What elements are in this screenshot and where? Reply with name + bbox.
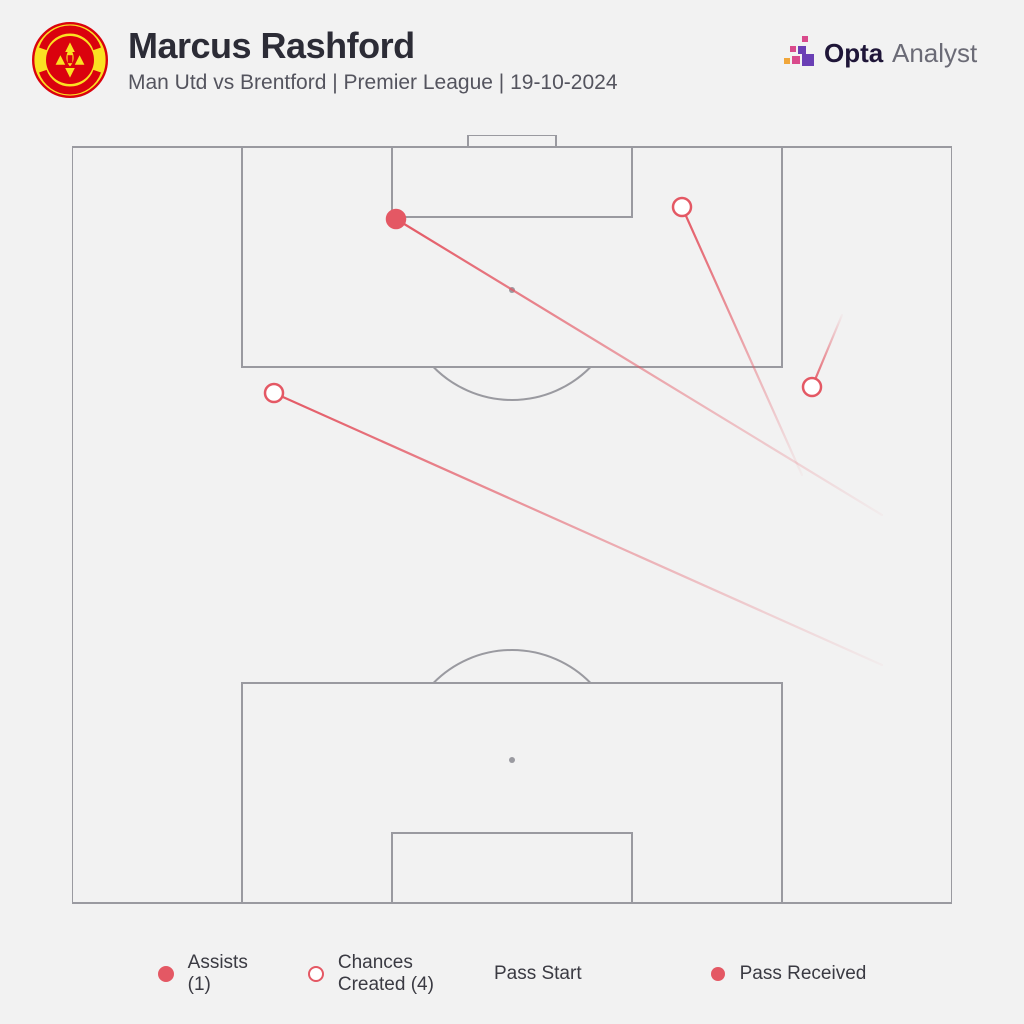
title-block: Marcus Rashford Man Utd vs Brentford | P… [128,25,618,95]
player-name: Marcus Rashford [128,25,618,67]
legend-chances: Chances Created (4) [308,952,434,996]
chance-marker-icon [308,966,324,982]
pitch-container [72,135,952,915]
header-left: Marcus Rashford Man Utd vs Brentford | P… [30,20,618,100]
legend-chances-label1: Chances [338,952,413,973]
legend-assists-label: Assists [188,952,248,973]
match-subtitle: Man Utd vs Brentford | Premier League | … [128,71,618,95]
pass-gradient-icon [596,965,726,983]
legend-chances-label2: Created (4) [338,974,434,995]
svg-text:Opta: Opta [824,38,884,68]
opta-analyst-logo-icon: Opta Analyst [784,30,994,78]
legend-pass-received-label: Pass Received [740,963,867,985]
svg-text:Analyst: Analyst [892,38,978,68]
legend-pass-start: Pass Start Pass Received [494,963,866,985]
pitch-svg [72,135,952,915]
legend: Assists (1) Chances Created (4) Pass Sta… [0,952,1024,996]
legend-assists: Assists (1) [158,952,248,996]
legend-pass-start-label: Pass Start [494,963,582,985]
header: Marcus Rashford Man Utd vs Brentford | P… [30,20,994,100]
assist-marker-icon [158,966,174,982]
legend-assists-count: (1) [188,974,211,995]
man-utd-badge-icon [30,20,110,100]
